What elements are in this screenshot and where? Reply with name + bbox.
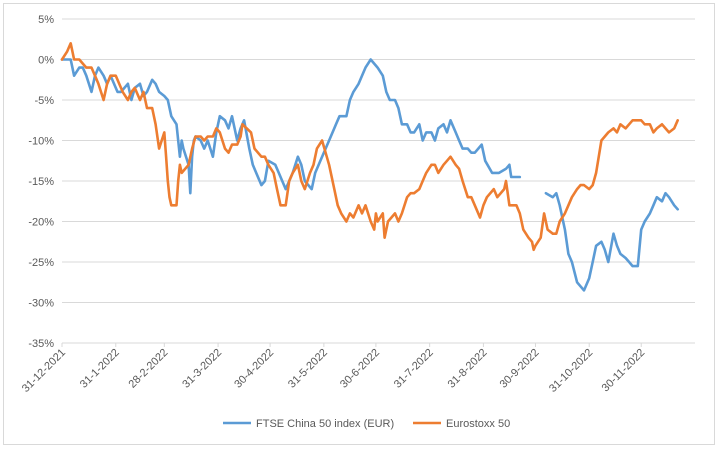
x-tick-label: 31-7-2022 xyxy=(392,347,436,391)
legend-label: Eurostoxx 50 xyxy=(446,418,510,430)
y-tick-label: -5% xyxy=(34,95,54,107)
y-tick-label: -35% xyxy=(28,338,54,350)
y-tick-label: -20% xyxy=(28,217,54,229)
chart-frame xyxy=(3,3,715,445)
y-tick-label: 0% xyxy=(38,55,54,67)
x-tick-label: 31-1-2022 xyxy=(78,347,122,391)
series-line-eurostoxx xyxy=(60,42,679,252)
x-tick-label: 31-12-2021 xyxy=(20,347,68,395)
y-tick-label: -30% xyxy=(28,298,54,310)
x-tick-label: 30-11-2022 xyxy=(600,347,648,395)
x-tick-label: 31-5-2022 xyxy=(286,347,330,391)
series-line-ftse-china xyxy=(544,191,679,292)
x-tick-label: 30-6-2022 xyxy=(338,347,382,391)
x-tick-label: 30-9-2022 xyxy=(498,347,542,391)
x-tick-label: 31-10-2022 xyxy=(547,347,595,395)
y-tick-label: -10% xyxy=(28,136,54,148)
y-tick-label: -25% xyxy=(28,257,54,269)
y-tick-label: -15% xyxy=(28,176,54,188)
x-tick-label: 30-4-2022 xyxy=(232,347,276,391)
x-tick-label: 31-3-2022 xyxy=(180,347,224,391)
x-tick-label: 31-8-2022 xyxy=(446,347,490,391)
series-line-ftse-china xyxy=(60,58,522,195)
y-tick-label: 5% xyxy=(38,14,54,26)
legend-label: FTSE China 50 index (EUR) xyxy=(256,418,394,430)
x-tick-label: 28-2-2022 xyxy=(126,347,170,391)
